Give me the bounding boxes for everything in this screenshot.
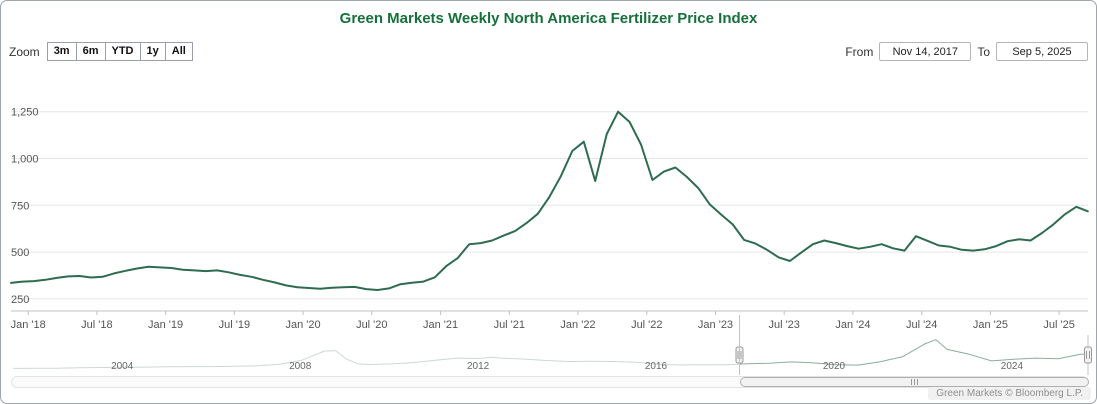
x-axis-label: Jul '19 <box>219 319 250 331</box>
navigator-axis-label: 2008 <box>289 361 312 372</box>
y-axis-label: 500 <box>11 247 29 259</box>
x-axis-label: Jul '23 <box>768 319 799 331</box>
zoom-button-all[interactable]: All <box>164 42 193 61</box>
main-chart[interactable]: Jan '18 Jul '18 Jan '19 Jul '19 Jan '20 Jul '… <box>1 67 1097 333</box>
y-axis-label: 250 <box>11 294 29 306</box>
chart-title: Green Markets Weekly North America Ferti… <box>339 10 758 27</box>
scrollbar-grip <box>914 379 915 385</box>
scrollbar-grip <box>917 379 918 385</box>
x-axis-label: Jul '20 <box>356 319 387 331</box>
range-from-input[interactable] <box>879 42 972 61</box>
price-line <box>10 110 1089 291</box>
x-axis-label: Jan '24 <box>835 319 870 331</box>
scrollbar-thumb[interactable] <box>740 377 1089 387</box>
y-axis-label: 1,000 <box>11 154 39 166</box>
x-axis-label: Jul '24 <box>906 319 937 331</box>
x-axis-label: Jul '21 <box>494 319 525 331</box>
navigator-axis-label: 2016 <box>645 361 668 372</box>
x-axis-label: Jul '18 <box>81 319 112 331</box>
x-axis-label: Jan '18 <box>11 319 46 331</box>
x-axis-label: Jan '20 <box>286 319 321 331</box>
x-axis-label: Jan '22 <box>560 319 595 331</box>
zoom-controls: Zoom 3m 6m YTD 1y All <box>9 42 193 61</box>
x-axis-label: Jan '21 <box>423 319 458 331</box>
range-to-input[interactable] <box>996 42 1088 61</box>
date-range-controls: From To <box>845 42 1088 61</box>
scrollbar-track[interactable] <box>11 376 1089 388</box>
navigator-axis-label: 2004 <box>111 361 134 372</box>
navigator-axis-label: 2020 <box>823 361 846 372</box>
navigator-right-handle[interactable] <box>1084 346 1092 364</box>
navigator-axis-label: 2012 <box>467 361 490 372</box>
x-axis-label: Jul '25 <box>1043 319 1074 331</box>
navigator-axis-label: 2024 <box>1001 361 1024 372</box>
x-axis-label: Jan '23 <box>698 319 733 331</box>
x-axis-label: Jan '25 <box>973 319 1008 331</box>
navigator[interactable]: 2004 2008 2012 2016 2020 2024 <box>1 335 1097 375</box>
zoom-button-6m[interactable]: 6m <box>75 42 106 61</box>
zoom-button-ytd[interactable]: YTD <box>104 42 141 61</box>
x-axis-label: Jul '22 <box>631 319 662 331</box>
zoom-button-1y[interactable]: 1y <box>139 42 166 61</box>
range-from-label: From <box>845 44 874 59</box>
navigator-mask <box>11 335 740 375</box>
zoom-label: Zoom <box>9 44 40 59</box>
scrollbar-grip <box>911 379 912 385</box>
range-to-label: To <box>977 44 990 59</box>
y-axis-label: 750 <box>11 200 29 212</box>
x-axis-label: Jan '19 <box>148 319 183 331</box>
navigator-outline-extension <box>739 315 740 373</box>
credits: Green Markets © Bloomberg L.P. <box>928 387 1091 400</box>
zoom-button-3m[interactable]: 3m <box>46 42 77 61</box>
y-axis-label: 1,250 <box>11 107 39 119</box>
